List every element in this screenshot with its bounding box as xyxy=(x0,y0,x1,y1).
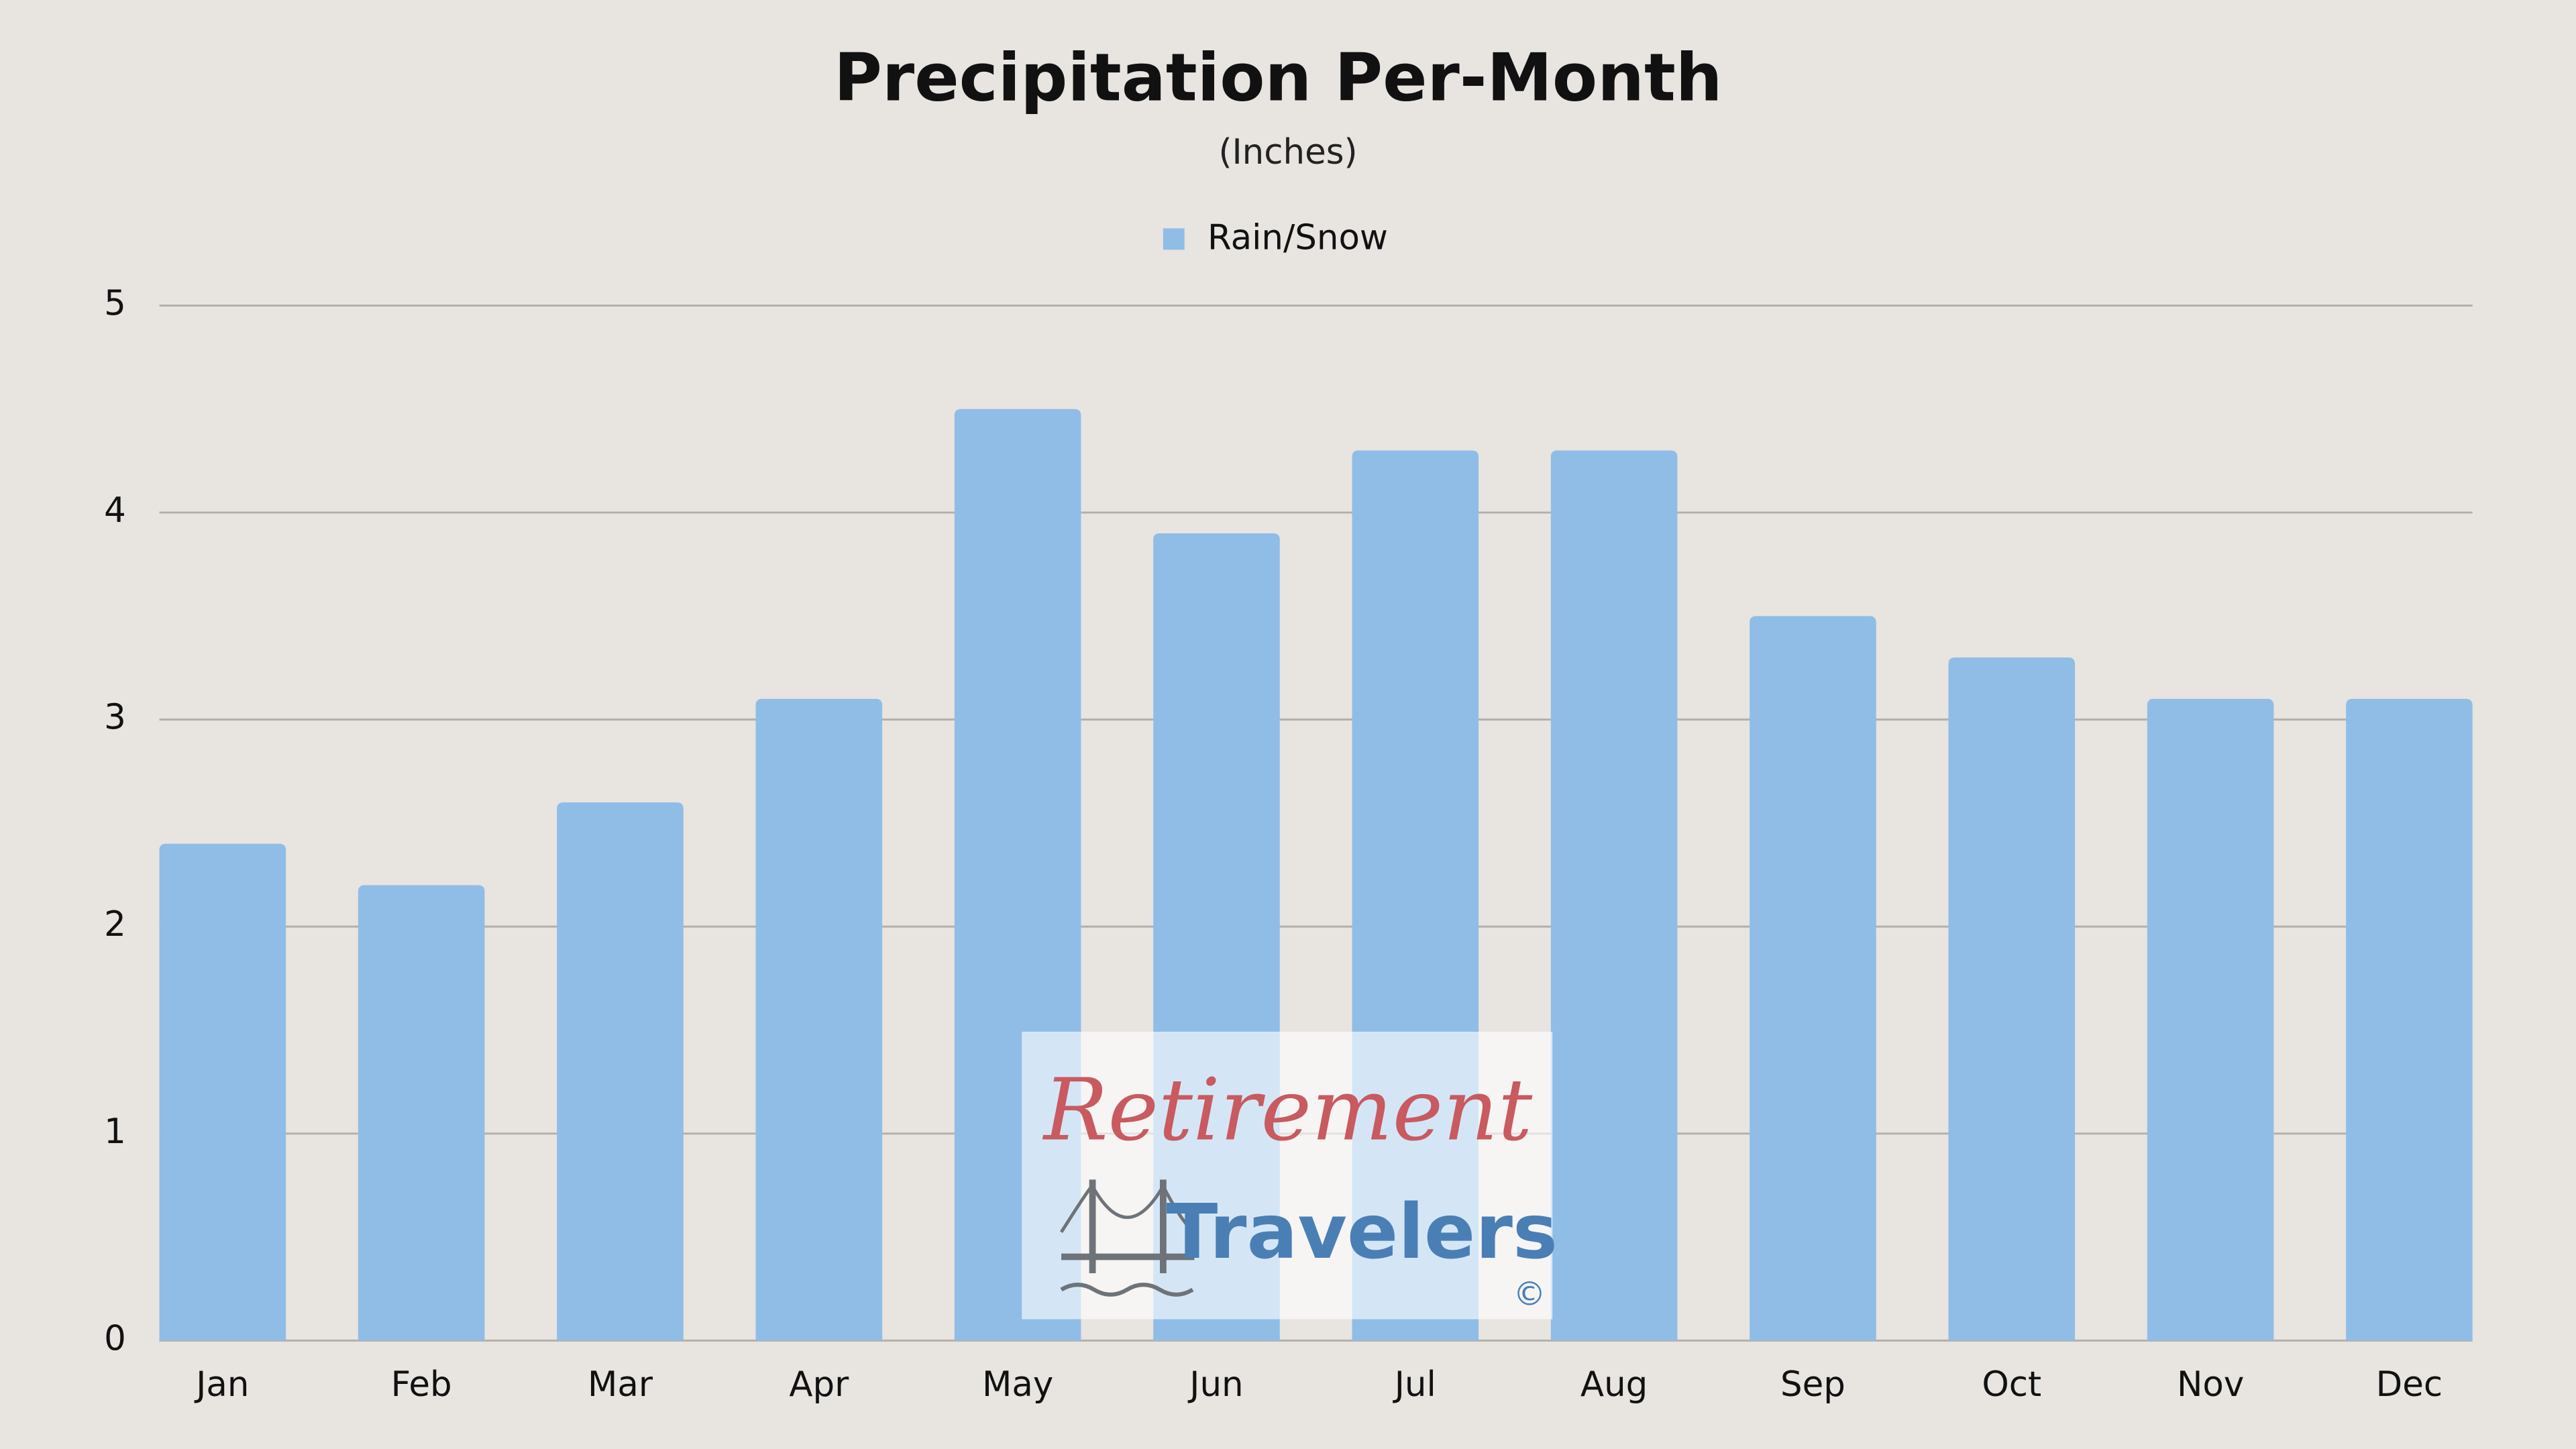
y-tick-label: 3 xyxy=(104,698,126,738)
x-tick-label: Sep xyxy=(1780,1364,1845,1405)
bar xyxy=(1948,657,2076,1341)
watermark-line-1: Retirement xyxy=(1042,1061,1533,1160)
bridge-icon xyxy=(1059,1179,1195,1297)
bar xyxy=(358,885,485,1341)
watermark-line-2: Travelers xyxy=(1166,1187,1557,1276)
chart-subtitle: (Inches) xyxy=(1218,132,1357,172)
bar xyxy=(755,698,883,1341)
bar xyxy=(557,802,684,1341)
bar xyxy=(2346,698,2473,1341)
bar xyxy=(2147,698,2274,1341)
x-tick-label: Jul xyxy=(1393,1364,1436,1405)
y-tick-label: 1 xyxy=(104,1112,126,1152)
x-tick-label: Jun xyxy=(1187,1364,1243,1405)
watermark: Retirement Travelers © xyxy=(1022,1031,1558,1320)
legend-label: Rain/Snow xyxy=(1208,218,1388,258)
chart-title: Precipitation Per-Month xyxy=(834,40,1722,116)
watermark-box xyxy=(1022,1031,1553,1320)
x-tick-label: Jan xyxy=(194,1364,249,1405)
x-tick-label: Aug xyxy=(1580,1364,1648,1405)
y-tick-label: 5 xyxy=(104,284,126,324)
x-tick-label: Oct xyxy=(1982,1364,2041,1405)
x-tick-label: Dec xyxy=(2376,1364,2443,1405)
x-tick-label: May xyxy=(982,1364,1053,1405)
x-tick-label: Apr xyxy=(789,1364,849,1405)
bar xyxy=(1750,616,1876,1341)
bar xyxy=(1550,450,1678,1341)
legend-swatch xyxy=(1163,228,1185,250)
x-tick-label: Nov xyxy=(2177,1364,2244,1405)
x-tick-label: Mar xyxy=(588,1364,653,1405)
y-tick-label: 4 xyxy=(104,490,126,531)
bar xyxy=(159,843,286,1341)
watermark-mark: © xyxy=(1513,1275,1546,1313)
y-tick-label: 2 xyxy=(104,904,126,945)
x-tick-label: Feb xyxy=(391,1364,452,1405)
plot-area: 0 1 2 3 4 5 Rain/Snow Jan Feb Mar Apr May Jun Jul Aug S… xyxy=(104,218,2473,1405)
y-tick-label: 0 xyxy=(104,1318,126,1358)
